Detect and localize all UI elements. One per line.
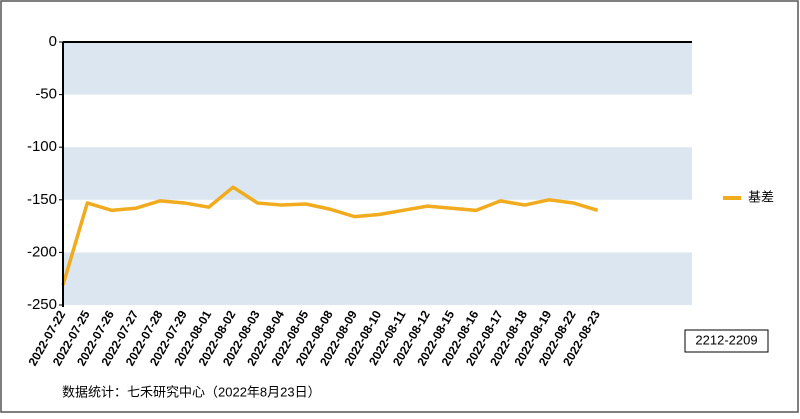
y-tick-label: -250 <box>27 296 57 313</box>
y-tick-label: 0 <box>49 33 57 50</box>
line <box>61 185 599 286</box>
legend-label: 基差 <box>748 189 774 204</box>
footer: 数据统计：七禾研究中心（2022年8月23日） <box>62 384 321 399</box>
band <box>63 252 692 305</box>
y-tick-label: -200 <box>27 243 57 260</box>
y-tick-label: -100 <box>27 138 57 155</box>
y-tick-label: -50 <box>35 86 57 103</box>
band <box>63 147 692 200</box>
band <box>63 42 692 95</box>
y-tick-label: -150 <box>27 191 57 208</box>
annotation: 2212-2209 <box>695 332 757 347</box>
annotation-box <box>684 329 769 353</box>
